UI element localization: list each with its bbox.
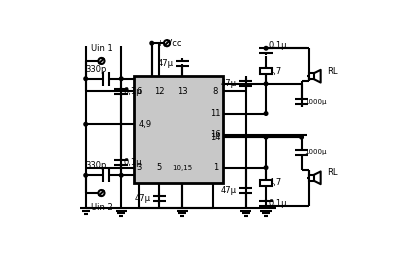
Circle shape: [264, 82, 268, 86]
Text: 8: 8: [212, 87, 218, 96]
Circle shape: [164, 40, 170, 46]
Text: 4,9: 4,9: [139, 120, 152, 129]
Circle shape: [84, 122, 88, 126]
Text: 0,1μ: 0,1μ: [268, 199, 287, 208]
Text: 330p: 330p: [86, 65, 107, 74]
Text: 10,15: 10,15: [172, 165, 192, 171]
Text: 0,1μ: 0,1μ: [124, 158, 142, 167]
Circle shape: [84, 77, 88, 81]
Circle shape: [120, 77, 123, 81]
Text: 47μ: 47μ: [221, 79, 237, 88]
Text: 12: 12: [154, 87, 165, 96]
Text: 47μ: 47μ: [134, 194, 150, 203]
Text: 4,7: 4,7: [268, 178, 282, 187]
Text: + Vcc: + Vcc: [157, 39, 181, 48]
Circle shape: [264, 135, 268, 139]
Bar: [260, 68, 272, 74]
Text: Uin 1: Uin 1: [91, 44, 112, 53]
Text: 14: 14: [210, 133, 220, 142]
Bar: [309, 175, 314, 181]
Circle shape: [84, 173, 88, 177]
Text: 1000μ: 1000μ: [304, 149, 327, 155]
Text: 1: 1: [213, 163, 218, 172]
Text: 16: 16: [210, 130, 220, 139]
Text: 5: 5: [157, 163, 162, 172]
Text: RL: RL: [327, 168, 338, 177]
Text: 0,1μ: 0,1μ: [124, 87, 142, 96]
Circle shape: [264, 112, 268, 115]
Bar: [260, 180, 272, 186]
Text: Uin 2: Uin 2: [91, 203, 112, 212]
Text: 0,1μ: 0,1μ: [268, 41, 287, 50]
Text: 11: 11: [210, 109, 220, 118]
Text: 4,7: 4,7: [268, 67, 282, 76]
Circle shape: [264, 166, 268, 169]
Circle shape: [120, 173, 123, 177]
Circle shape: [98, 190, 104, 196]
Text: 1000μ: 1000μ: [304, 99, 327, 105]
Bar: [134, 76, 223, 183]
Text: 6: 6: [136, 87, 142, 96]
Circle shape: [300, 135, 303, 139]
Bar: [309, 73, 314, 79]
Text: 3: 3: [136, 163, 142, 172]
Circle shape: [264, 46, 268, 50]
Text: RL: RL: [327, 67, 338, 76]
Text: 13: 13: [177, 87, 188, 96]
Circle shape: [98, 58, 104, 64]
Text: 47μ: 47μ: [221, 186, 237, 195]
Text: 330p: 330p: [86, 161, 107, 170]
Circle shape: [150, 41, 154, 45]
Text: 47μ: 47μ: [157, 59, 173, 68]
